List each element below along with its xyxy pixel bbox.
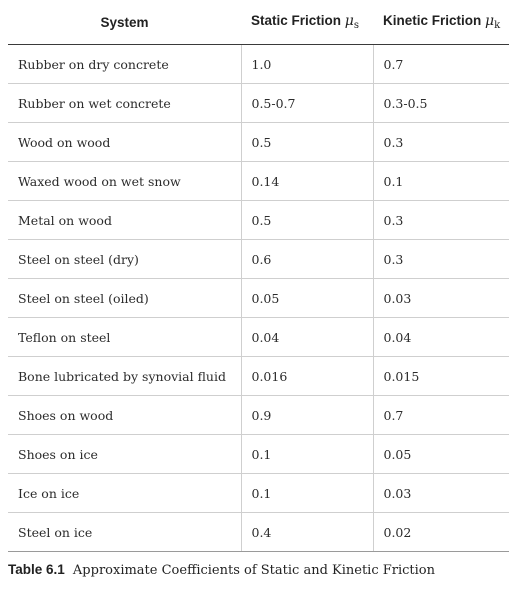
cell-kinetic: 0.7 — [372, 395, 509, 435]
static-mu-symbol: μs — [344, 13, 360, 31]
cell-kinetic: 0.04 — [372, 317, 509, 357]
cell-static: 0.04 — [240, 317, 373, 357]
table-row: Metal on wood 0.5 0.3 — [8, 200, 509, 240]
cell-system: Teflon on steel — [8, 317, 241, 357]
cell-kinetic: 0.03 — [372, 473, 509, 513]
static-mu-subscript: s — [353, 20, 360, 31]
table-row: Shoes on wood 0.9 0.7 — [8, 395, 509, 435]
table-row: Waxed wood on wet snow 0.14 0.1 — [8, 161, 509, 201]
header-kinetic-friction: Kinetic Friction μk — [373, 0, 509, 45]
cell-static: 0.5-0.7 — [240, 83, 373, 123]
static-mu-glyph: μ — [344, 13, 354, 29]
cell-kinetic: 0.7 — [372, 44, 509, 84]
cell-kinetic: 0.3 — [372, 200, 509, 240]
caption-text: Approximate Coefficients of Static and K… — [72, 563, 436, 578]
header-system: System — [8, 0, 241, 45]
header-kinetic-label: Kinetic Friction — [383, 13, 482, 28]
cell-system: Steel on steel (oiled) — [8, 278, 241, 318]
cell-system: Rubber on wet concrete — [8, 83, 241, 123]
friction-table-container: System Static Friction μs Kinetic Fricti… — [8, 0, 509, 552]
cell-kinetic: 0.3-0.5 — [372, 83, 509, 123]
caption-label: Table 6.1 — [8, 562, 65, 577]
cell-static: 0.4 — [240, 512, 373, 552]
cell-system: Waxed wood on wet snow — [8, 161, 241, 201]
cell-static: 0.1 — [240, 473, 373, 513]
cell-system: Rubber on dry concrete — [8, 44, 241, 84]
cell-system: Metal on wood — [8, 200, 241, 240]
cell-system: Steel on steel (dry) — [8, 239, 241, 279]
friction-table: System Static Friction μs Kinetic Fricti… — [8, 0, 509, 552]
cell-static: 0.016 — [240, 356, 373, 396]
cell-static: 0.5 — [240, 122, 373, 162]
table-caption: Table 6.1 Approximate Coefficients of St… — [8, 562, 435, 578]
cell-kinetic: 0.1 — [372, 161, 509, 201]
kinetic-mu-symbol: μk — [485, 13, 501, 31]
cell-static: 0.1 — [240, 434, 373, 474]
cell-kinetic: 0.3 — [372, 239, 509, 279]
cell-kinetic: 0.3 — [372, 122, 509, 162]
cell-system: Ice on ice — [8, 473, 241, 513]
cell-system: Shoes on ice — [8, 434, 241, 474]
table-header: System Static Friction μs Kinetic Fricti… — [8, 0, 509, 45]
table-row: Teflon on steel 0.04 0.04 — [8, 317, 509, 357]
cell-kinetic: 0.03 — [372, 278, 509, 318]
cell-system: Bone lubricated by synovial fluid — [8, 356, 241, 396]
kinetic-mu-subscript: k — [494, 20, 501, 31]
cell-static: 0.5 — [240, 200, 373, 240]
header-static-friction: Static Friction μs — [241, 0, 373, 45]
table-row: Steel on ice 0.4 0.02 — [8, 512, 509, 552]
cell-static: 0.9 — [240, 395, 373, 435]
cell-kinetic: 0.02 — [372, 512, 509, 552]
cell-static: 0.6 — [240, 239, 373, 279]
cell-system: Wood on wood — [8, 122, 241, 162]
table-row: Rubber on wet concrete 0.5-0.7 0.3-0.5 — [8, 83, 509, 123]
table-row: Rubber on dry concrete 1.0 0.7 — [8, 44, 509, 84]
cell-system: Shoes on wood — [8, 395, 241, 435]
cell-kinetic: 0.05 — [372, 434, 509, 474]
table-row: Shoes on ice 0.1 0.05 — [8, 434, 509, 474]
table-row: Bone lubricated by synovial fluid 0.016 … — [8, 356, 509, 396]
table-body: Rubber on dry concrete 1.0 0.7 Rubber on… — [8, 44, 509, 552]
cell-static: 1.0 — [240, 44, 373, 84]
table-row: Ice on ice 0.1 0.03 — [8, 473, 509, 513]
table-row: Steel on steel (dry) 0.6 0.3 — [8, 239, 509, 279]
cell-static: 0.05 — [240, 278, 373, 318]
header-row: System Static Friction μs Kinetic Fricti… — [8, 0, 509, 45]
cell-system: Steel on ice — [8, 512, 241, 552]
table-row: Steel on steel (oiled) 0.05 0.03 — [8, 278, 509, 318]
cell-kinetic: 0.015 — [372, 356, 509, 396]
table-row: Wood on wood 0.5 0.3 — [8, 122, 509, 162]
kinetic-mu-glyph: μ — [485, 13, 495, 29]
header-static-label: Static Friction — [251, 13, 342, 28]
cell-static: 0.14 — [240, 161, 373, 201]
